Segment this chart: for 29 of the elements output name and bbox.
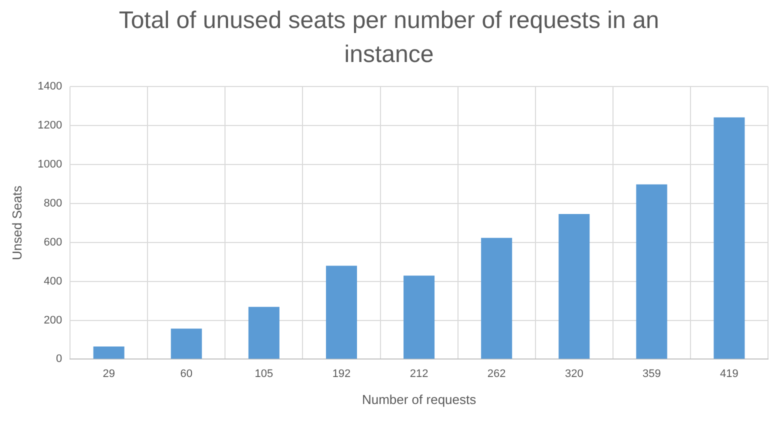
y-tick-label: 600 (44, 236, 62, 248)
x-tick-label: 212 (410, 368, 428, 380)
y-tick-label: 1000 (38, 158, 62, 171)
bar (558, 214, 590, 359)
x-axis-title: Number of requests (362, 392, 477, 407)
chart-title: Total of unused seats per number of requests in an instance (118, 6, 660, 70)
y-tick-label: 0 (56, 353, 62, 366)
y-tick-label: 1200 (38, 120, 62, 132)
bar (326, 266, 357, 359)
x-tick-label: 359 (642, 368, 661, 380)
y-tick-label: 800 (44, 197, 62, 210)
bar (481, 238, 512, 359)
x-tick-label: 419 (720, 368, 738, 380)
x-tick-label: 320 (564, 368, 584, 380)
x-tick-label: 262 (487, 368, 506, 380)
y-tick-label: 400 (44, 275, 62, 288)
bar (404, 276, 435, 359)
x-tick-label: 29 (102, 368, 115, 380)
bar (248, 306, 280, 359)
x-tick-label: 192 (332, 368, 351, 380)
x-tick-label: 105 (254, 368, 274, 380)
x-tick-label: 60 (180, 368, 193, 380)
y-tick-label: 200 (44, 314, 62, 326)
bar (714, 117, 745, 359)
bar (93, 346, 124, 359)
bar (170, 328, 202, 359)
y-axis-title: Unsed Seats (9, 185, 24, 260)
y-tick-label: 1400 (38, 80, 62, 93)
bar (636, 184, 668, 359)
